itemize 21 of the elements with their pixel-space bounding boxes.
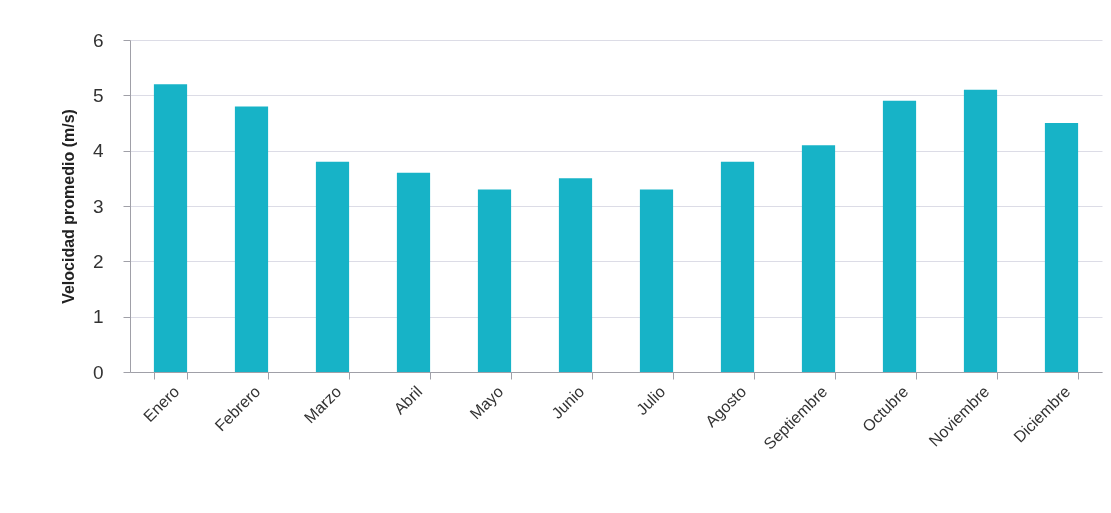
bar <box>153 84 188 372</box>
y-axis-title: Velocidad promedio (m/s) <box>59 109 77 304</box>
y-tick-label: 6 <box>92 29 104 51</box>
bar <box>396 172 431 372</box>
y-tick-label: 5 <box>92 84 104 106</box>
bar <box>882 100 917 372</box>
bar <box>1044 123 1079 372</box>
bar <box>801 145 836 372</box>
y-tick-label: 1 <box>92 306 104 328</box>
bar <box>477 189 512 372</box>
bar <box>315 161 350 372</box>
x-tick-label: Julio <box>633 382 669 419</box>
bar <box>639 189 674 372</box>
bar <box>720 161 755 372</box>
bar <box>558 178 593 372</box>
bar <box>234 106 269 372</box>
y-tick-label: 3 <box>92 195 104 217</box>
y-tick-label: 0 <box>92 361 104 383</box>
bar <box>963 89 998 372</box>
y-tick-label: 2 <box>92 250 104 272</box>
y-tick-label: 4 <box>92 140 104 162</box>
